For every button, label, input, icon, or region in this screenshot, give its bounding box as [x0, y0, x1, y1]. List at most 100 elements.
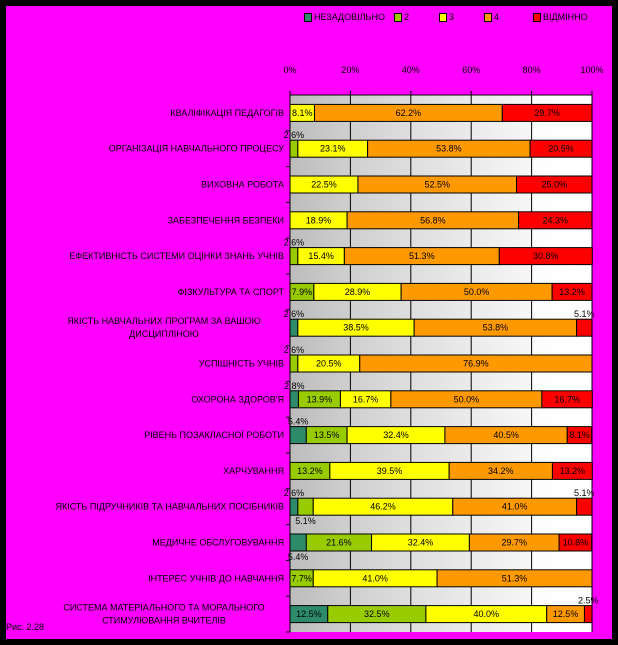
data-label: 2.6% — [284, 345, 305, 355]
data-label: 5.4% — [288, 552, 309, 562]
data-label: 46.2% — [370, 502, 396, 512]
data-label: 53.8% — [483, 323, 509, 333]
data-label: 32.4% — [408, 538, 434, 548]
legend-label: 2 — [404, 12, 410, 22]
data-label: 2.6% — [284, 488, 305, 498]
data-label: 5.1% — [574, 309, 595, 319]
category-label: МЕДИЧНЕ ОБСЛУГОВУВАННЯ — [152, 538, 284, 548]
data-label: 5.4% — [288, 417, 309, 427]
legend-item: 4 — [484, 12, 499, 22]
legend-swatch — [439, 12, 447, 22]
data-label: 52.5% — [424, 180, 450, 190]
data-label: 13.5% — [314, 430, 340, 440]
legend-item: 3 — [439, 12, 454, 22]
data-label: 5.1% — [295, 516, 316, 526]
bar-segment — [516, 175, 593, 194]
category-label: ХАРЧУВАННЯ — [223, 466, 284, 476]
data-label: 38.5% — [343, 323, 369, 333]
data-label: 21.6% — [326, 538, 352, 548]
category-label: КВАЛІФІКАЦІЯ ПЕДАГОГІВ — [170, 108, 284, 118]
bar-segment — [518, 211, 593, 230]
data-label: 62.2% — [396, 108, 422, 118]
category-label: ОХОРОНА ЗДОРОВ'Я — [191, 394, 284, 404]
data-label: 12.5% — [296, 609, 322, 619]
data-labels: 8.1% 62.2% 29.7% 23.1% 53.8% 20.5% 22.5% 52.5% 2… — [284, 108, 599, 619]
data-label: 41.0% — [362, 573, 388, 583]
data-label: 23.1% — [320, 144, 346, 154]
data-label: 40.0% — [474, 609, 500, 619]
legend-label: ВІДМІННО — [543, 12, 588, 22]
bar-segment — [583, 605, 593, 624]
category-label: ОРГАНІЗАЦІЯ НАВЧАЛЬНОГО ПРОЦЕСУ — [109, 144, 284, 154]
category-label: ЯКІСТЬ НАВЧАЛЬНИХ ПРОГРАМ ЗА ВАШОЮ — [67, 316, 260, 326]
data-label: 29.7% — [534, 108, 560, 118]
x-tick-label: 80% — [523, 65, 541, 75]
bar-segment — [289, 354, 299, 373]
data-label: 76.9% — [463, 359, 489, 369]
bar-segment — [289, 533, 307, 552]
data-label: 7.7% — [291, 573, 312, 583]
category-label: ВИХОВНА РОБОТА — [201, 180, 284, 190]
data-label: 30.8% — [533, 251, 559, 261]
category-label: РІВЕНЬ ПОЗАКЛАСНОЇ РОБОТИ — [144, 430, 284, 440]
data-label: 8.1% — [292, 108, 313, 118]
bar-segment — [501, 103, 593, 122]
data-label: 56.8% — [420, 215, 446, 225]
legend-item: ВІДМІННО — [533, 12, 588, 22]
legend-label: 4 — [494, 12, 500, 22]
data-label: 7.9% — [292, 287, 313, 297]
bar-segment — [541, 390, 593, 409]
legend-label: НЕЗАДОВІЛЬНО — [314, 12, 385, 22]
legend-swatch — [304, 12, 312, 22]
data-label: 8.1% — [569, 430, 590, 440]
data-label: 5.1% — [574, 488, 595, 498]
category-label: ЕФЕКТИВНІСТЬ СИСТЕМИ ОЦІНКИ ЗНАНЬ УЧНІВ — [69, 251, 284, 261]
data-label: 13.2% — [559, 287, 585, 297]
data-label: 15.4% — [308, 251, 334, 261]
bar-segment — [289, 390, 299, 409]
data-label: 16.7% — [353, 394, 379, 404]
legend-item: НЕЗАДОВІЛЬНО — [304, 12, 385, 22]
data-label: 51.3% — [409, 251, 435, 261]
bar-segment — [289, 318, 299, 337]
x-tick-label: 100% — [580, 65, 603, 75]
category-label: ІНТЕРЕС УЧНІВ ДО НАВЧАННЯ — [148, 573, 284, 583]
legend-swatch — [394, 12, 402, 22]
data-label: 24.3% — [543, 215, 569, 225]
legend-swatch — [533, 12, 541, 22]
bar-segment — [551, 282, 593, 301]
data-label: 16.7% — [554, 394, 580, 404]
data-label: 22.5% — [311, 180, 337, 190]
plot-edge — [592, 95, 597, 632]
bar-segment — [576, 318, 593, 337]
data-label: 12.5% — [553, 609, 579, 619]
bar-segment — [359, 354, 593, 373]
bar-segment — [576, 497, 593, 516]
figure-caption: Рис. 2.28 — [6, 622, 45, 632]
data-label: 41.0% — [502, 502, 528, 512]
category-label: ЗАБЕЗПЕЧЕННЯ БЕЗПЕКИ — [168, 215, 284, 225]
bar-segment — [566, 426, 593, 445]
x-tick-label: 0% — [283, 65, 296, 75]
data-label: 2.8% — [284, 381, 305, 391]
legend-swatch — [484, 12, 492, 22]
category-label: СИСТЕМА МАТЕРІАЛЬНОГО ТА МОРАЛЬНОГО — [63, 603, 264, 613]
data-label: 50.0% — [464, 287, 490, 297]
data-label: 40.5% — [493, 430, 519, 440]
category-label: УСПІШНІСТЬ УЧНІВ — [199, 359, 284, 369]
bar-segment — [289, 426, 307, 445]
data-label: 29.7% — [501, 538, 527, 548]
data-label: 13.2% — [297, 466, 323, 476]
bar-segment — [289, 247, 299, 266]
legend-item: 2 — [394, 12, 409, 22]
category-label: ФІЗКУЛЬТУРА ТА СПОРТ — [178, 287, 285, 297]
bar-segment — [551, 461, 593, 480]
data-label: 20.5% — [316, 359, 342, 369]
data-label: 28.9% — [345, 287, 371, 297]
bar-segment — [558, 533, 593, 552]
x-tick-label: 20% — [341, 65, 359, 75]
category-label: ЯКІСТЬ ПІДРУЧНИКІВ ТА НАВЧАЛЬНИХ ПОСІБНИ… — [55, 502, 284, 512]
bar-segment — [498, 247, 593, 266]
category-label: СТИМУЛЮВАННЯ ВЧИТЕЛІВ — [102, 616, 226, 626]
